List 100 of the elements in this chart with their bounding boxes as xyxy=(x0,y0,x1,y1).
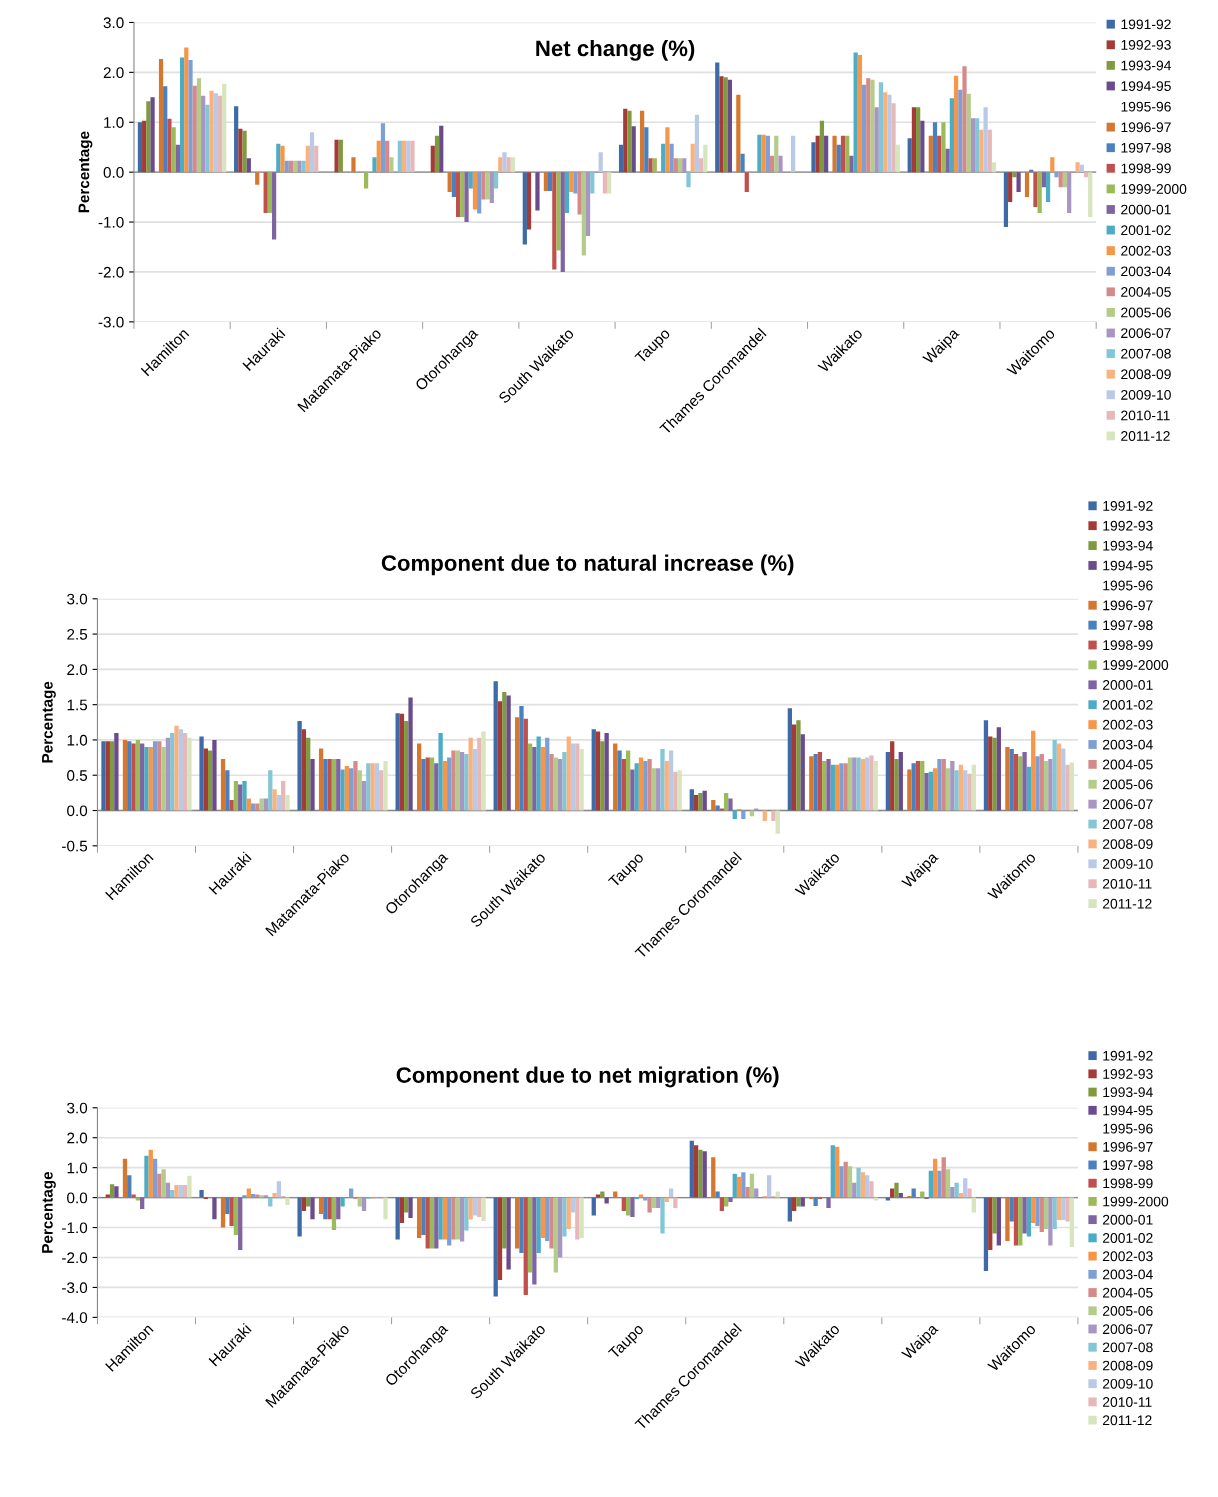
bar xyxy=(406,140,411,173)
bar xyxy=(771,810,776,822)
legend-label: 2001-02 xyxy=(1102,699,1153,710)
bar xyxy=(425,1197,430,1249)
bar xyxy=(1022,1197,1027,1234)
bar xyxy=(660,749,665,811)
bar xyxy=(340,769,345,811)
bar xyxy=(600,741,605,811)
bar xyxy=(970,118,976,173)
bar xyxy=(673,1197,678,1209)
bar xyxy=(693,794,699,811)
bar xyxy=(971,764,976,811)
bar xyxy=(188,59,193,173)
bar xyxy=(736,94,741,173)
y-tick-label: -3.0 xyxy=(98,316,124,328)
bar xyxy=(404,720,409,811)
bar xyxy=(1088,172,1093,218)
chart-title: Component due to natural increase (%) xyxy=(381,554,794,576)
bar xyxy=(736,1176,742,1198)
bar xyxy=(1052,1197,1057,1230)
bar xyxy=(1083,172,1089,178)
bar xyxy=(815,135,820,173)
bar xyxy=(135,739,141,811)
bar xyxy=(451,750,456,811)
bar xyxy=(852,1182,857,1198)
bar xyxy=(379,770,384,811)
bar xyxy=(297,720,302,811)
bar xyxy=(796,720,801,811)
legend-label: 1996-97 xyxy=(1103,1141,1153,1152)
bar xyxy=(778,155,783,173)
bar xyxy=(137,122,143,173)
bar xyxy=(728,798,733,811)
bar xyxy=(1026,1197,1032,1237)
bar xyxy=(719,808,725,811)
bar xyxy=(702,790,707,811)
bar xyxy=(515,1197,520,1249)
legend-label: 2004-05 xyxy=(1102,1287,1153,1298)
y-tick-label: 2.0 xyxy=(103,67,124,79)
bar xyxy=(873,761,878,811)
bar xyxy=(834,764,840,811)
bar xyxy=(669,143,674,173)
bar xyxy=(447,172,452,193)
bar xyxy=(857,54,862,173)
bar xyxy=(579,1197,584,1239)
bar xyxy=(447,1197,452,1246)
bar xyxy=(485,172,490,200)
bar xyxy=(397,140,402,173)
bar xyxy=(1075,162,1080,173)
bar xyxy=(1033,172,1038,208)
bar xyxy=(199,736,204,811)
y-tick-label: 3.0 xyxy=(67,1102,88,1114)
y-tick-label: -3.0 xyxy=(62,1282,88,1294)
bar xyxy=(839,763,844,811)
legend-label: 2009-10 xyxy=(1102,1378,1153,1389)
legend-label: 2001-02 xyxy=(1121,225,1171,236)
legend-label: 2010-11 xyxy=(1102,878,1152,889)
bar xyxy=(506,157,511,173)
bar xyxy=(543,172,549,192)
bar xyxy=(979,129,984,173)
bar xyxy=(523,1197,528,1295)
bar xyxy=(741,1172,746,1198)
legend-label: 1997-98 xyxy=(1103,620,1153,631)
bar xyxy=(506,1197,511,1270)
bar xyxy=(152,741,158,811)
bar xyxy=(310,1197,315,1220)
bar xyxy=(144,1155,149,1198)
bar xyxy=(263,798,269,811)
bar xyxy=(1009,749,1014,811)
bar xyxy=(408,1197,413,1218)
bar xyxy=(338,139,343,173)
bar xyxy=(817,751,823,811)
bar xyxy=(434,763,439,811)
bar xyxy=(519,706,524,811)
bar xyxy=(233,1197,239,1236)
legend-label: 2000-01 xyxy=(1102,1214,1153,1225)
bar xyxy=(272,789,277,811)
bar xyxy=(757,134,762,173)
bar xyxy=(1008,172,1013,203)
bar xyxy=(682,158,687,173)
bar xyxy=(502,1197,507,1249)
bar xyxy=(399,1197,405,1224)
y-tick-label: 2.0 xyxy=(67,664,88,676)
bar xyxy=(826,759,831,811)
legend-label: 2000-01 xyxy=(1121,204,1171,215)
bar xyxy=(894,759,899,811)
bar xyxy=(472,1197,478,1216)
bar xyxy=(949,98,954,173)
bar xyxy=(937,759,942,811)
y-tick-label: -1.0 xyxy=(98,216,124,228)
bar xyxy=(540,747,546,811)
legend-label: 2011-12 xyxy=(1102,1415,1152,1426)
bar xyxy=(1050,157,1055,173)
bar xyxy=(885,1197,891,1201)
bar xyxy=(416,1197,422,1239)
bar xyxy=(182,1185,188,1198)
bar xyxy=(464,172,469,223)
bar xyxy=(621,759,626,811)
bar xyxy=(306,737,311,811)
bar xyxy=(276,794,282,811)
legend-label: 1994-95 xyxy=(1121,81,1171,91)
